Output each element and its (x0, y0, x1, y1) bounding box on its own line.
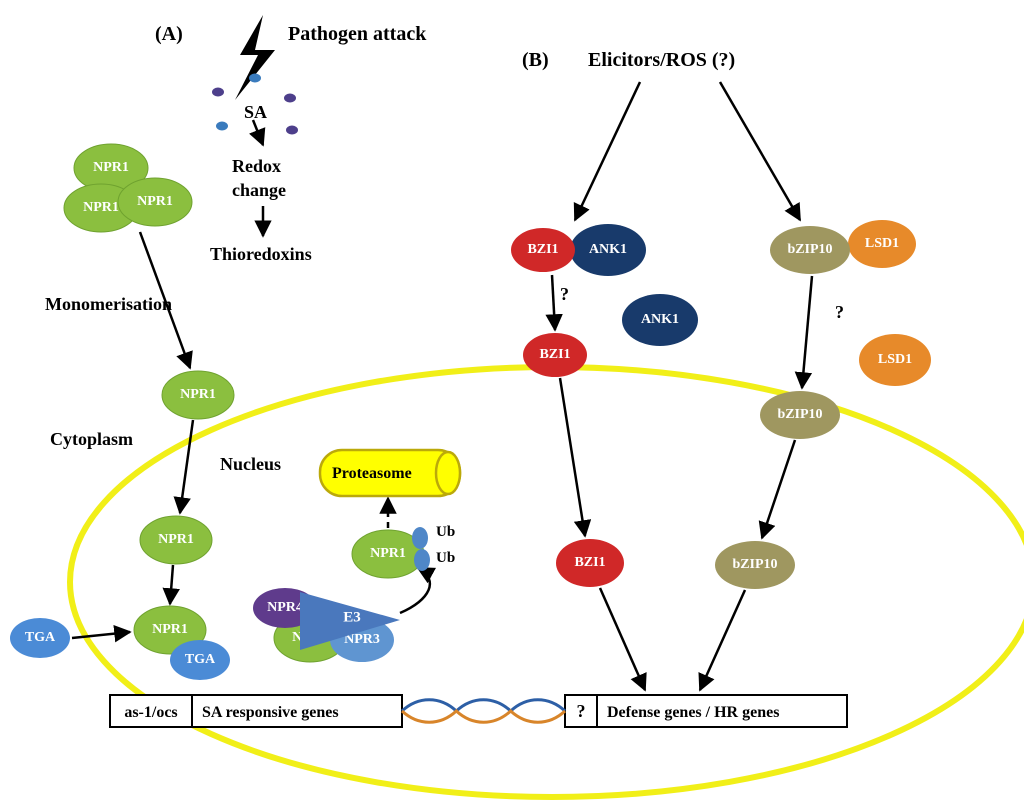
ank1-free-label: ANK1 (641, 312, 679, 327)
as1-ocs-label: as-1/ocs (124, 704, 177, 721)
ub-label-1: Ub (436, 524, 455, 540)
dna-strand-2 (402, 711, 565, 722)
proteasome-cap (436, 452, 460, 494)
section-b-label: (B) (522, 49, 549, 71)
npr4-node-label: NPR4 (267, 600, 303, 615)
dna-strand-1 (402, 700, 565, 711)
arrow-bzip-nuc-to-box (700, 590, 745, 690)
arrow-bzip-free-to-nuc (762, 440, 795, 538)
npr1-monomer-label: NPR1 (180, 387, 216, 402)
sa-dot-2 (284, 94, 296, 103)
arrow-bzi-pair-to-free (552, 275, 555, 330)
nucleus-boundary (70, 367, 1024, 797)
qmark-1: ? (835, 302, 844, 322)
sa-dot-4 (286, 126, 298, 135)
sa-label: SA (244, 102, 267, 122)
arrow-elicitor-to-bzi (575, 82, 640, 220)
cytoplasm-label: Cytoplasm (50, 429, 133, 449)
sa-resp-genes-label: SA responsive genes (202, 704, 339, 721)
bzip10-pair-label: bZIP10 (787, 242, 832, 257)
tga-free-label: TGA (25, 630, 56, 645)
qmark-0: ? (560, 284, 569, 304)
arrow-mono-to-nuc (180, 420, 193, 513)
npr1-ubiquitinated-label: NPR1 (370, 546, 406, 561)
arrow-bzi-nuc-to-box (600, 588, 645, 690)
nucleus-label: Nucleus (220, 454, 281, 474)
redox-label-1: Redox (232, 156, 281, 176)
bzi1-pair-label: BZI1 (527, 242, 558, 257)
npr1-nucleus-1-label: NPR1 (158, 532, 194, 547)
arrow-sa-to-redox (253, 120, 263, 145)
bzip10-free-label: bZIP10 (777, 407, 822, 422)
redox-label-2: change (232, 180, 286, 200)
lsd1-pair-label: LSD1 (865, 236, 899, 251)
defense-genes-label: Defense genes / HR genes (607, 704, 779, 721)
sa-dot-3 (216, 122, 228, 131)
bzip10-nuc-label: bZIP10 (732, 557, 777, 572)
e3-label: E3 (343, 609, 361, 625)
ub-label-2: Ub (436, 550, 455, 566)
npr1-cluster-2-label: NPR1 (137, 194, 173, 209)
box-qmark-label: ? (577, 701, 586, 721)
arrow-bzip-pair-to-free (802, 276, 812, 388)
arrow-elicitor-to-bzip (720, 82, 800, 220)
sa-dot-1 (249, 74, 261, 83)
thioredoxins-label: Thioredoxins (210, 244, 312, 264)
sa-dot-0 (212, 88, 224, 97)
monomerisation-label: Monomerisation (45, 294, 172, 314)
proteasome-label: Proteasome (332, 465, 412, 482)
tga-bound-label: TGA (185, 652, 216, 667)
npr1-nucleus-2-label: NPR1 (152, 622, 188, 637)
ub-dot-0 (412, 527, 428, 549)
diagram-canvas: (A) Pathogen attack (B) Elicitors/ROS (?) SA… (0, 0, 1024, 808)
arrow-bzi-free-to-nuc (560, 378, 585, 536)
npr1-cluster-0-label: NPR1 (93, 160, 129, 175)
lsd1-free-label: LSD1 (878, 352, 912, 367)
ub-dot-1 (414, 549, 430, 571)
bzi1-nuc-label: BZI1 (574, 555, 605, 570)
bzi1-free-label: BZI1 (539, 347, 570, 362)
lightning-icon (235, 15, 275, 100)
npr1-cluster-1-label: NPR1 (83, 200, 119, 215)
section-a-label: (A) (155, 23, 183, 45)
arrow-nuc1-to-nuc2 (170, 565, 173, 604)
pathogen-attack-label: Pathogen attack (288, 23, 427, 45)
elicitors-ros-label: Elicitors/ROS (?) (588, 49, 735, 71)
ank1-pair-label: ANK1 (589, 242, 627, 257)
